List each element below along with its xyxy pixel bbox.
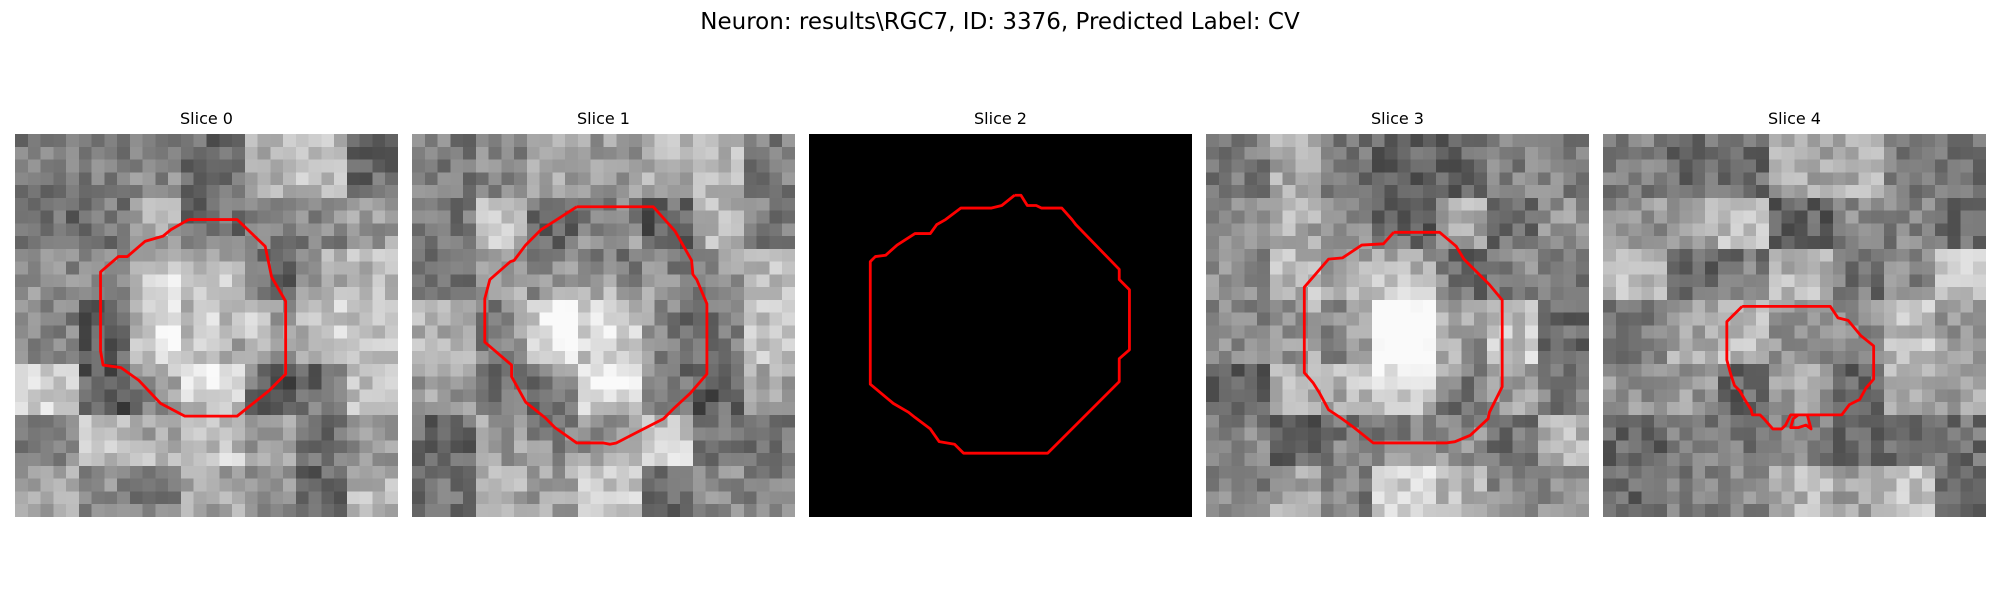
figure-title: Neuron: results\RGC7, ID: 3376, Predicte… xyxy=(0,6,2000,38)
slice-title: Slice 2 xyxy=(809,108,1192,130)
slice-image xyxy=(1603,134,1986,517)
slice-title: Slice 1 xyxy=(412,108,795,130)
slice-image xyxy=(809,134,1192,517)
slice-image xyxy=(1206,134,1589,517)
slice-title: Slice 3 xyxy=(1206,108,1589,130)
slice-image xyxy=(15,134,398,517)
slice-title: Slice 0 xyxy=(15,108,398,130)
slice-image xyxy=(412,134,795,517)
slice-title: Slice 4 xyxy=(1603,108,1986,130)
